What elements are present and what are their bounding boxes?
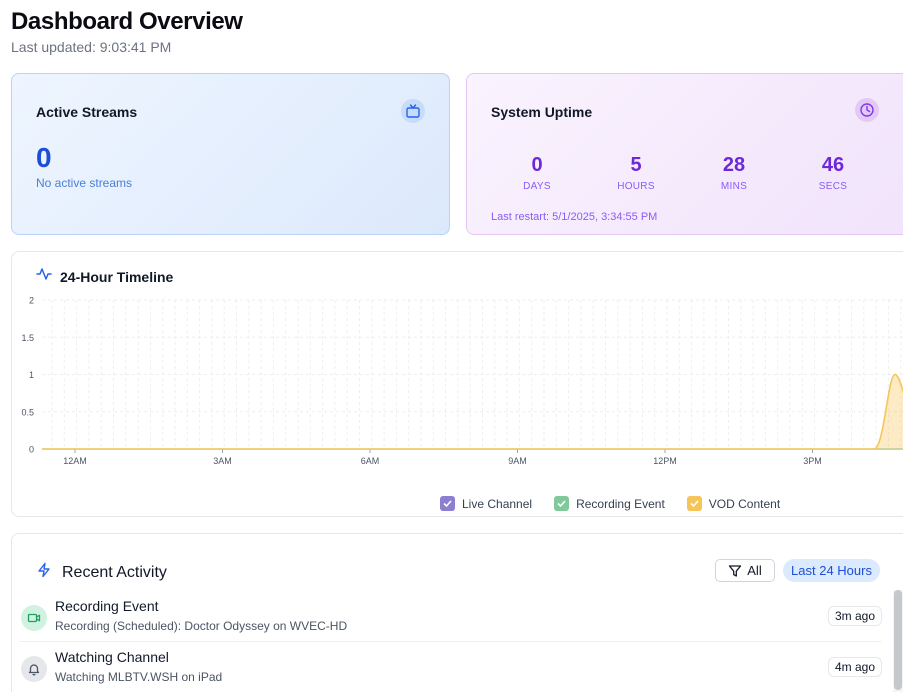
active-streams-count: 0 (36, 142, 52, 173)
y-tick-label: 0.5 (21, 407, 34, 417)
checkbox-icon[interactable] (554, 496, 570, 511)
tv-icon (401, 99, 425, 123)
activity-item[interactable]: Watching Channel Watching MLBTV.WSH on i… (19, 643, 882, 692)
activity-item[interactable]: Recording Event Recording (Scheduled): D… (19, 592, 882, 642)
legend-label: Recording Event (576, 496, 665, 511)
x-tick-label: 3PM (803, 456, 822, 466)
uptime-mins-label: MINS (720, 181, 748, 192)
legend-item-vod-content[interactable]: VOD Content (686, 496, 781, 511)
recent-activity-card: Recent Activity All Last 24 Hours Record… (11, 533, 903, 692)
activity-item-title: Watching Channel (55, 649, 169, 665)
series-vod-content-area (874, 374, 903, 449)
uptime-mins-value: 28 (722, 154, 746, 176)
x-tick-label: 3AM (213, 456, 232, 466)
time-range-button[interactable]: Last 24 Hours (783, 559, 880, 582)
y-tick-label: 1.5 (21, 333, 34, 343)
uptime-mins: 28 MINS (699, 154, 769, 192)
x-tick-label: 12AM (63, 456, 87, 466)
series-vod-content-peak (873, 373, 903, 450)
activity-icon (36, 266, 52, 287)
activity-item-time: 3m ago (827, 606, 882, 626)
timeline-header: 24-Hour Timeline (36, 266, 173, 287)
scrollbar-thumb[interactable] (894, 590, 902, 690)
uptime-hours-value: 5 (630, 154, 642, 176)
activity-scrollbar[interactable] (893, 590, 903, 692)
x-tick-label: 6AM (361, 456, 380, 466)
chart-legend: Live Channel Recording Event VOD Content (440, 496, 780, 511)
activity-item-description: Recording (Scheduled): Doctor Odyssey on… (55, 619, 348, 633)
legend-label: Live Channel (462, 496, 533, 511)
active-streams-card: Active Streams 0 No active streams (11, 73, 450, 235)
x-tick-label: 12PM (653, 456, 677, 466)
filter-button[interactable]: All (715, 559, 775, 582)
page-title: Dashboard Overview (11, 8, 243, 35)
timeline-card: 24-Hour Timeline 0 0.5 1 1.5 2 12AM 3AM 6AM 9AM 1… (11, 251, 903, 517)
legend-label: VOD Content (708, 496, 781, 511)
activity-item-time: 4m ago (827, 657, 882, 677)
lightning-icon (36, 562, 52, 583)
legend-item-recording-event[interactable]: Recording Event (554, 496, 665, 511)
bell-icon (21, 656, 47, 682)
clock-icon (855, 98, 879, 122)
video-camera-icon (21, 605, 47, 631)
y-tick-label: 1 (29, 370, 34, 380)
system-uptime-title: System Uptime (491, 104, 593, 120)
filter-icon (729, 564, 742, 577)
uptime-days: 0 DAYS (502, 154, 572, 192)
uptime-days-label: DAYS (523, 181, 551, 192)
activity-item-description: Watching MLBTV.WSH on iPad (55, 670, 223, 684)
last-restart-text: Last restart: 5/1/2025, 3:34:55 PM (491, 211, 658, 223)
uptime-hours-label: HOURS (617, 181, 655, 192)
x-tick-label: 9AM (508, 456, 527, 466)
last-updated-text: Last updated: 9:03:41 PM (11, 39, 172, 55)
y-tick-label: 2 (29, 296, 34, 306)
filter-label: All (747, 563, 762, 578)
legend-item-live-channel[interactable]: Live Channel (440, 496, 532, 511)
recent-activity-title: Recent Activity (62, 563, 167, 581)
checkbox-icon[interactable] (686, 496, 702, 511)
activity-item-title: Recording Event (55, 598, 159, 614)
active-streams-subtitle: No active streams (36, 176, 133, 190)
checkbox-icon[interactable] (440, 496, 455, 511)
uptime-secs-value: 46 (821, 154, 845, 176)
uptime-hours: 5 HOURS (601, 154, 671, 192)
timeline-title: 24-Hour Timeline (60, 268, 174, 285)
uptime-secs: 46 SECS (798, 154, 868, 192)
active-streams-title: Active Streams (36, 104, 138, 120)
y-tick-label: 0 (29, 445, 34, 455)
timeline-chart: 0 0.5 1 1.5 2 12AM 3AM 6AM 9AM 12PM 3PM (21, 296, 903, 466)
system-uptime-card: System Uptime 0 DAYS 5 HOURS 28 MINS 46 … (466, 73, 903, 235)
recent-activity-header: Recent Activity (36, 562, 167, 583)
uptime-days-value: 0 (531, 154, 543, 176)
uptime-secs-label: SECS (818, 181, 848, 192)
